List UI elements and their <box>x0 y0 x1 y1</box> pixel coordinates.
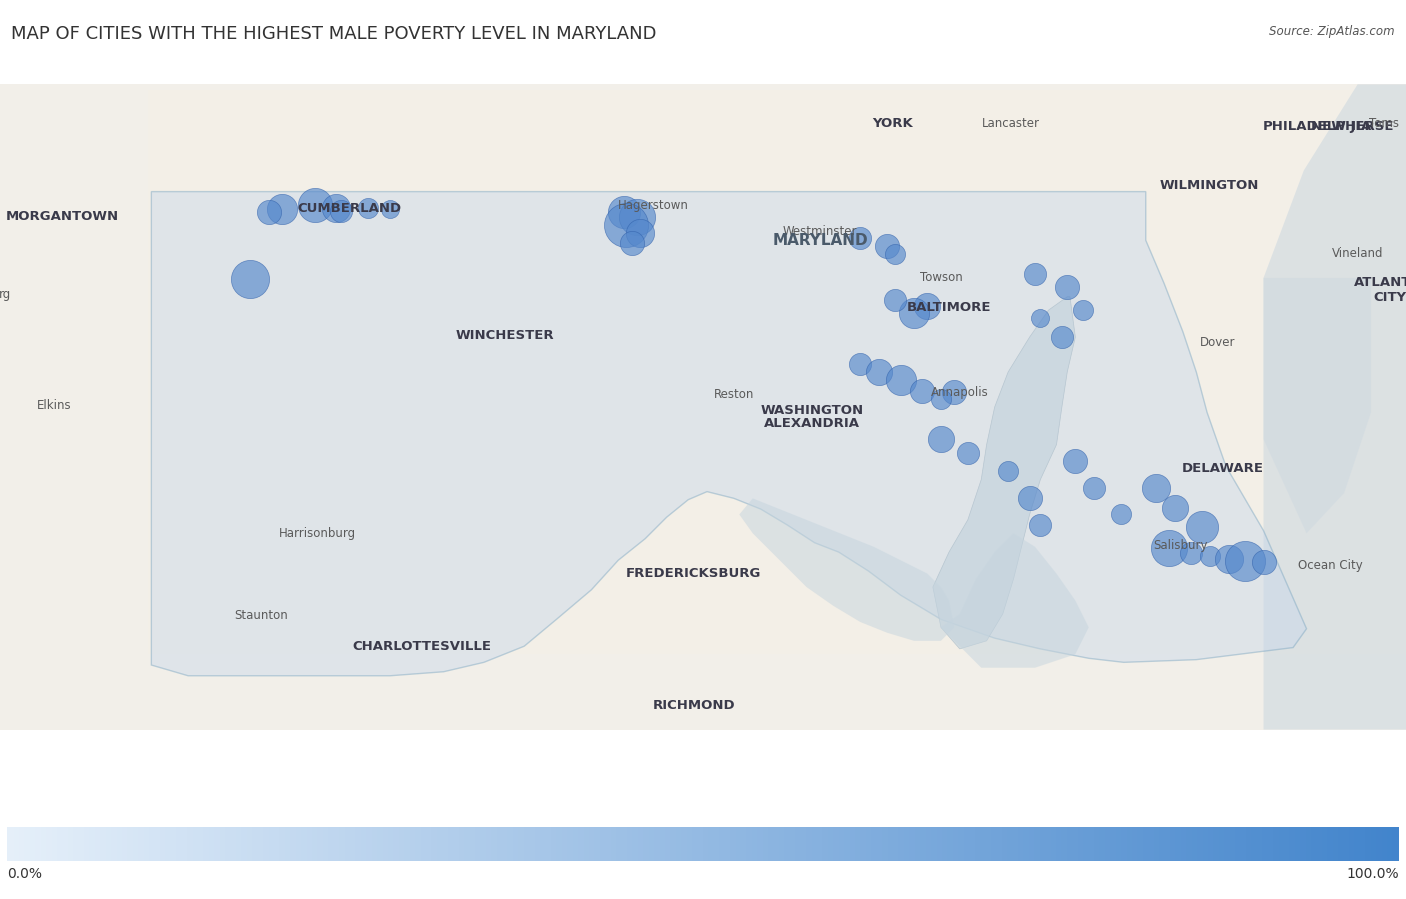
Text: WILMINGTON: WILMINGTON <box>1160 179 1260 191</box>
Point <box>378 202 401 217</box>
Point <box>357 200 380 215</box>
Point <box>911 384 934 398</box>
Point <box>903 307 925 321</box>
Text: Lancaster: Lancaster <box>981 117 1040 129</box>
Polygon shape <box>1264 278 1371 533</box>
Point <box>1109 507 1132 521</box>
Point <box>1233 554 1256 568</box>
Text: MARYLAND: MARYLAND <box>772 233 868 248</box>
Point <box>890 373 912 387</box>
Point <box>929 432 952 447</box>
Point <box>239 272 262 287</box>
Text: ALEXANDRIA: ALEXANDRIA <box>763 416 860 430</box>
Text: Harrisonburg: Harrisonburg <box>278 527 356 539</box>
Text: Vineland: Vineland <box>1331 247 1384 260</box>
Text: Elkins: Elkins <box>37 399 72 412</box>
Text: Source: ZipAtlas.com: Source: ZipAtlas.com <box>1270 25 1395 38</box>
Point <box>1018 491 1040 505</box>
Text: Dover: Dover <box>1201 336 1236 350</box>
Text: PHILADELPHIA: PHILADELPHIA <box>1263 120 1372 132</box>
Text: YORK: YORK <box>872 117 912 129</box>
Point <box>626 209 648 224</box>
Text: Salisbury: Salisbury <box>1153 539 1208 552</box>
Polygon shape <box>932 297 1076 649</box>
Point <box>849 231 872 245</box>
Point <box>1029 311 1052 325</box>
Point <box>1073 303 1095 317</box>
Text: 100.0%: 100.0% <box>1347 867 1399 881</box>
Text: BALTIMORE: BALTIMORE <box>907 301 991 314</box>
Text: Towson: Towson <box>920 271 962 284</box>
Point <box>1218 552 1240 566</box>
Point <box>1253 555 1275 569</box>
Point <box>884 246 907 261</box>
Point <box>929 392 952 406</box>
Point <box>943 385 966 399</box>
Point <box>620 236 643 250</box>
Point <box>868 365 890 379</box>
Text: Ocean City: Ocean City <box>1298 559 1362 572</box>
Polygon shape <box>941 533 1088 668</box>
Point <box>304 198 326 212</box>
Point <box>917 299 939 314</box>
Point <box>616 218 638 232</box>
Point <box>1191 520 1213 534</box>
Point <box>956 446 979 460</box>
Point <box>1024 267 1046 281</box>
Text: FREDERICKSBURG: FREDERICKSBURG <box>626 567 761 580</box>
Point <box>997 464 1019 478</box>
Point <box>613 205 636 219</box>
Point <box>1083 480 1105 494</box>
Point <box>1180 547 1202 561</box>
Point <box>849 357 872 371</box>
Text: Reston: Reston <box>714 388 754 401</box>
Point <box>257 205 280 219</box>
Point <box>330 204 353 218</box>
Point <box>1050 330 1073 344</box>
Text: Annapolis: Annapolis <box>931 386 988 398</box>
Text: MORGANTOWN: MORGANTOWN <box>6 209 118 223</box>
Point <box>1064 453 1087 467</box>
Bar <box>148 90 1406 654</box>
Text: ATLANTIC
CITY: ATLANTIC CITY <box>1354 276 1406 304</box>
Text: Toms: Toms <box>1369 117 1399 129</box>
Point <box>1144 481 1167 495</box>
Point <box>884 293 907 307</box>
Polygon shape <box>152 191 1306 676</box>
Point <box>271 202 294 217</box>
Point <box>1198 549 1220 564</box>
Point <box>1159 541 1181 556</box>
Text: rg: rg <box>0 288 11 300</box>
Text: NEW JERSE: NEW JERSE <box>1310 120 1393 132</box>
Text: WINCHESTER: WINCHESTER <box>456 329 555 343</box>
Polygon shape <box>1264 85 1406 730</box>
Text: CHARLOTTESVILLE: CHARLOTTESVILLE <box>353 640 492 653</box>
Text: MAP OF CITIES WITH THE HIGHEST MALE POVERTY LEVEL IN MARYLAND: MAP OF CITIES WITH THE HIGHEST MALE POVE… <box>11 25 657 43</box>
Text: RICHMOND: RICHMOND <box>652 699 735 712</box>
Point <box>1164 501 1187 515</box>
Point <box>1029 518 1052 532</box>
Point <box>628 226 651 240</box>
Polygon shape <box>740 498 955 641</box>
Text: 0.0%: 0.0% <box>7 867 42 881</box>
Text: Westminster: Westminster <box>783 225 858 238</box>
Text: CUMBERLAND: CUMBERLAND <box>298 202 402 215</box>
Point <box>876 238 898 253</box>
Point <box>325 200 347 215</box>
Text: Hagerstown: Hagerstown <box>617 200 689 212</box>
Text: WASHINGTON: WASHINGTON <box>761 404 863 416</box>
Point <box>1056 280 1078 294</box>
Text: Staunton: Staunton <box>233 609 288 622</box>
Text: DELAWARE: DELAWARE <box>1182 462 1264 476</box>
